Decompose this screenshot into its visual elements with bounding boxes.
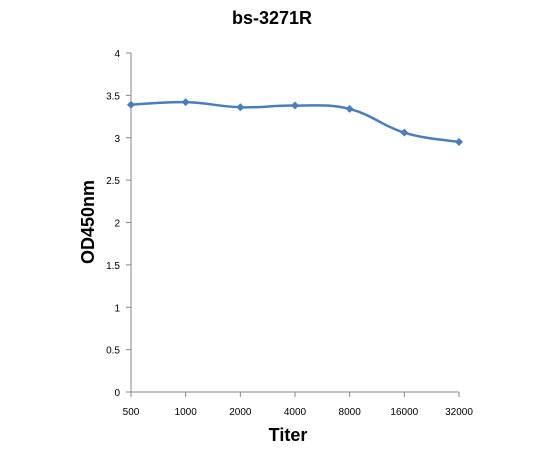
data-point-marker [345,104,354,113]
x-tick-label: 8000 [339,407,362,418]
y-tick-label: 4 [114,49,120,60]
data-point-marker [236,103,245,112]
data-point-marker [127,100,135,109]
x-tick-label: 32000 [445,407,473,418]
x-tick-label: 16000 [390,407,418,418]
y-tick-label: 3 [114,134,120,145]
y-tick-label: 3.5 [106,91,120,102]
y-axis-label: OD450nm [78,180,98,264]
y-tick-label: 2 [114,219,120,230]
y-tick-label: 2.5 [106,176,120,187]
data-point-marker [181,98,190,107]
y-tick-label: 0.5 [106,346,120,357]
data-point-marker [291,101,299,110]
y-tick-label: 1.5 [106,261,120,272]
y-tick-label: 1 [114,303,120,314]
x-axis-label: Titer [269,425,308,445]
y-tick-label: 0 [114,388,120,399]
x-tick-label: 500 [123,407,140,418]
data-point-marker [400,128,409,137]
chart-title: bs-3271R [232,8,312,28]
x-tick-label: 4000 [284,407,307,418]
x-tick-label: 1000 [175,407,198,418]
x-tick-label: 2000 [229,407,252,418]
data-point-marker [455,137,463,146]
